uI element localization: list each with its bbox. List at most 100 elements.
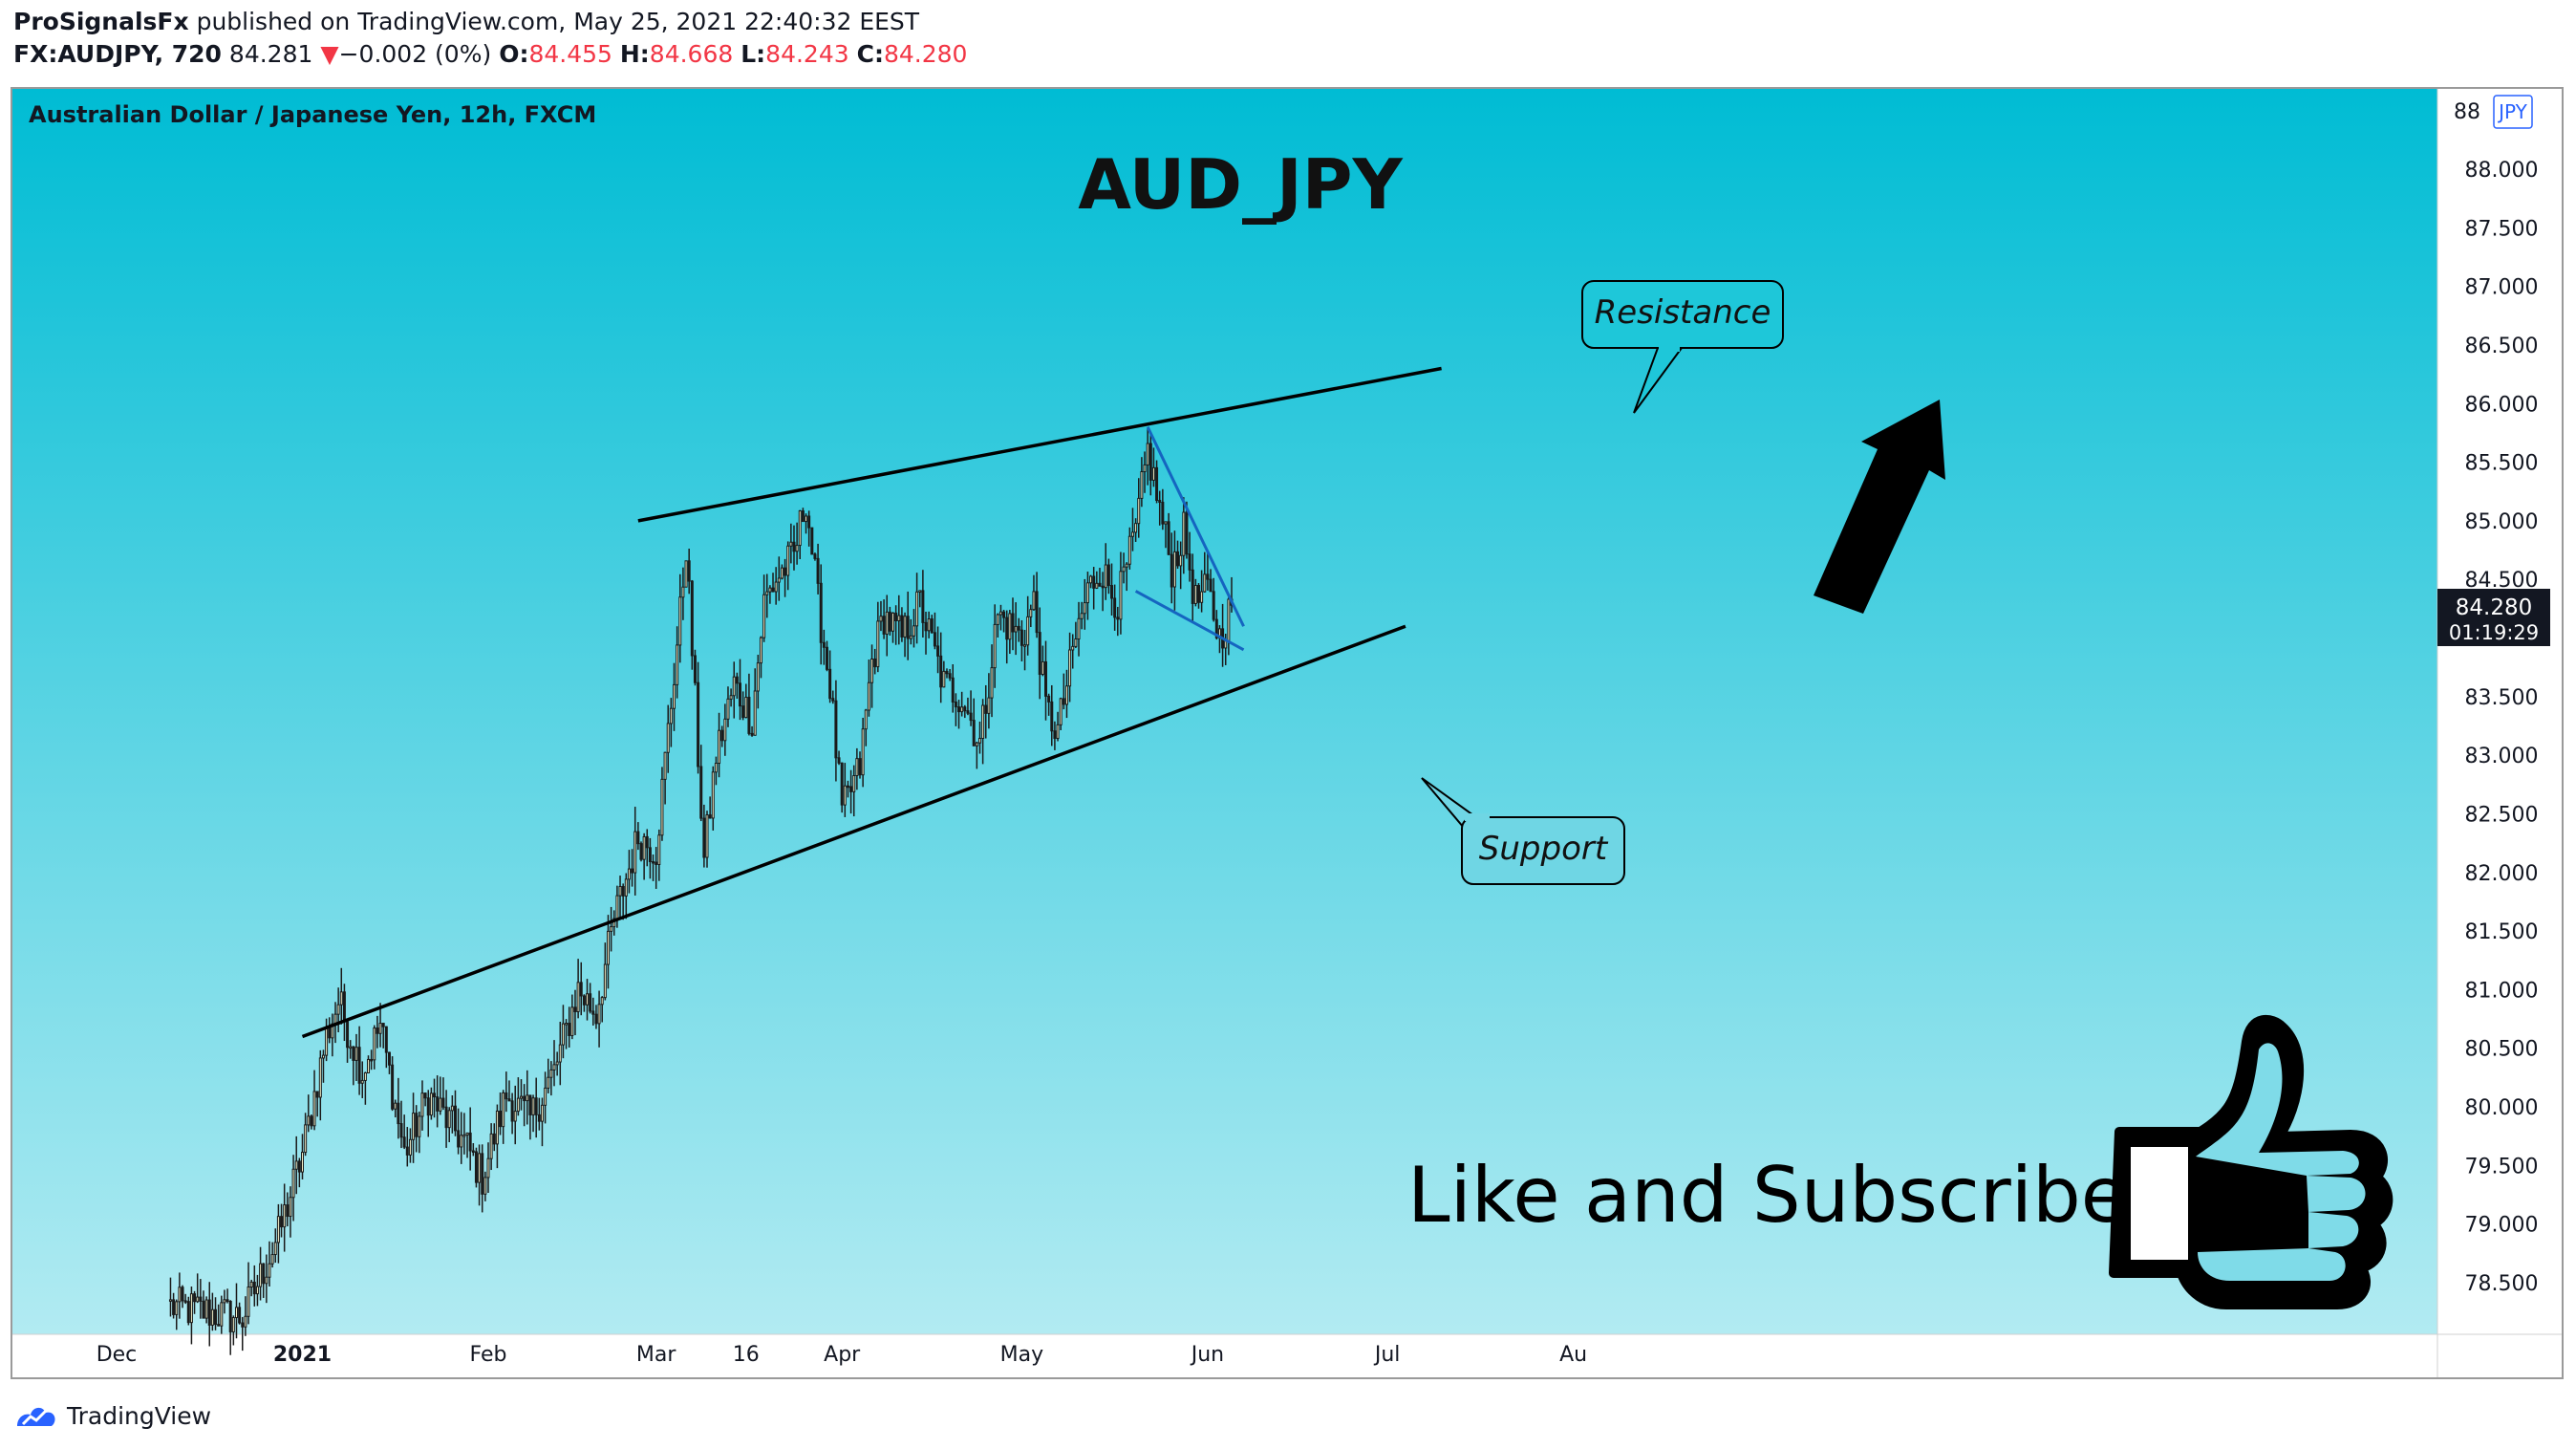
candle-body bbox=[573, 1006, 577, 1012]
time-axis[interactable]: Dec 2021 Feb Mar 16 Apr May Jun Jul Au bbox=[97, 1343, 1587, 1367]
down-arrow-icon: ▼ bbox=[320, 40, 339, 68]
candle-body bbox=[786, 545, 790, 576]
candle bbox=[828, 650, 832, 703]
candle bbox=[744, 683, 748, 719]
candle-body bbox=[927, 618, 931, 632]
candle bbox=[897, 595, 901, 645]
candle-body bbox=[504, 1092, 508, 1100]
candle bbox=[678, 573, 682, 663]
candle-body bbox=[1227, 598, 1231, 642]
candle-body bbox=[1017, 625, 1020, 631]
candle-body bbox=[397, 1102, 400, 1125]
candle-body bbox=[312, 1091, 316, 1127]
candle bbox=[627, 850, 631, 894]
price-axis[interactable]: 88.000 87.500 87.000 86.500 86.000 85.500 85.0… bbox=[2454, 100, 2538, 1296]
candle-body bbox=[603, 963, 607, 999]
thumbs-up-icon bbox=[2109, 1014, 2394, 1309]
candle-body bbox=[819, 582, 823, 643]
candle bbox=[507, 1080, 511, 1102]
candle bbox=[1148, 432, 1152, 496]
candle bbox=[993, 604, 997, 688]
wedge-line[interactable] bbox=[1146, 426, 1245, 627]
candle-body bbox=[586, 993, 590, 1006]
last-price-label: 84.280 bbox=[2456, 595, 2532, 620]
resistance-trend-line[interactable] bbox=[637, 366, 1442, 523]
wedge-line[interactable] bbox=[1134, 590, 1245, 652]
candle-body bbox=[499, 1110, 503, 1128]
last-price: 84.281 bbox=[228, 40, 313, 68]
candle bbox=[555, 1051, 559, 1076]
candle-body bbox=[304, 1124, 308, 1154]
candle-body bbox=[1167, 521, 1170, 555]
candle-body bbox=[882, 616, 886, 635]
candle-body bbox=[951, 677, 955, 703]
candle bbox=[648, 837, 652, 879]
candle-body bbox=[801, 509, 805, 523]
candle bbox=[915, 573, 919, 644]
tradingview-logo[interactable]: TradingView bbox=[13, 1401, 211, 1430]
candle-body bbox=[391, 1064, 395, 1110]
candle-body bbox=[196, 1296, 200, 1303]
candle-body bbox=[720, 729, 724, 742]
candle bbox=[547, 1058, 550, 1093]
candle bbox=[711, 766, 715, 831]
candle bbox=[342, 984, 346, 1042]
candle bbox=[930, 615, 934, 634]
candle-body bbox=[993, 623, 997, 669]
candle-body bbox=[930, 618, 934, 634]
candle-body bbox=[457, 1130, 461, 1148]
candle-body bbox=[858, 758, 862, 776]
candle bbox=[1176, 540, 1180, 569]
candle bbox=[516, 1077, 520, 1116]
candle-body bbox=[207, 1299, 211, 1326]
candle-body bbox=[1116, 616, 1120, 620]
candle bbox=[1155, 460, 1159, 504]
candle bbox=[249, 1279, 253, 1297]
candle-body bbox=[1083, 602, 1086, 615]
candle-body bbox=[673, 683, 676, 709]
candle bbox=[241, 1316, 245, 1352]
candle-body bbox=[228, 1300, 232, 1332]
candle bbox=[873, 648, 877, 675]
candle bbox=[1085, 572, 1089, 620]
candle-body bbox=[942, 670, 946, 688]
y-tick-label: 80.000 bbox=[2465, 1096, 2539, 1120]
candle bbox=[561, 1005, 565, 1059]
candle-body bbox=[1098, 582, 1102, 587]
candle bbox=[1110, 563, 1114, 616]
candle-body bbox=[217, 1324, 221, 1327]
candle bbox=[924, 611, 928, 655]
candle-body bbox=[1164, 521, 1168, 525]
candle-body bbox=[342, 991, 346, 1023]
candle-body bbox=[1008, 613, 1012, 640]
candle-body bbox=[1127, 535, 1131, 565]
candle-body bbox=[297, 1160, 301, 1173]
candle-body bbox=[426, 1097, 430, 1116]
candle bbox=[652, 854, 655, 881]
candle bbox=[399, 1100, 403, 1149]
candle-body bbox=[412, 1113, 416, 1140]
candle bbox=[960, 691, 964, 717]
support-trend-line[interactable] bbox=[301, 624, 1406, 1039]
candle bbox=[948, 668, 952, 681]
candle-body bbox=[450, 1105, 454, 1112]
candle-body bbox=[687, 560, 691, 582]
candle bbox=[663, 751, 667, 805]
candle bbox=[391, 1056, 395, 1112]
candle bbox=[732, 661, 736, 719]
candle-body bbox=[565, 1023, 569, 1026]
candle-body bbox=[759, 637, 762, 664]
x-tick-label: Feb bbox=[470, 1343, 507, 1367]
candle-body bbox=[286, 1204, 290, 1218]
candle-body bbox=[214, 1308, 218, 1326]
author-name[interactable]: ProSignalsFx bbox=[13, 8, 189, 35]
candle-body bbox=[1170, 553, 1173, 588]
candle-body bbox=[568, 1023, 571, 1036]
candle bbox=[849, 769, 853, 814]
candle-body bbox=[549, 1069, 553, 1078]
candle bbox=[183, 1293, 187, 1305]
candle bbox=[676, 626, 679, 699]
currency-badge[interactable] bbox=[2493, 95, 2533, 129]
candle-body bbox=[1056, 724, 1060, 740]
